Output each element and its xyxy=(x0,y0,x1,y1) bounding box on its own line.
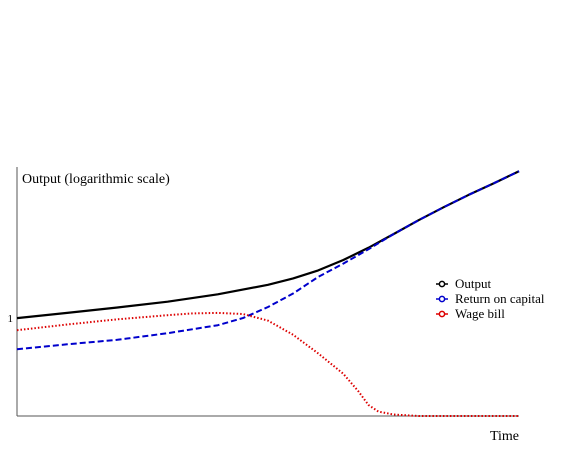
y-tick-label: 1 xyxy=(8,313,14,325)
series-line-wage-bill xyxy=(16,311,519,417)
legend-marker xyxy=(438,280,446,288)
legend-label: Output xyxy=(455,276,492,291)
axes xyxy=(16,167,519,417)
x-axis-label: Time xyxy=(490,429,519,444)
legend-label: Return on capital xyxy=(455,291,545,306)
series-line-output xyxy=(16,170,520,320)
series-line-return-on-capital xyxy=(16,170,520,351)
series-lines xyxy=(16,170,520,417)
legend-marker xyxy=(438,295,446,303)
y-axis-label: Output (logarithmic scale) xyxy=(22,172,170,187)
y-ticks: 1 xyxy=(8,313,14,325)
legend-marker xyxy=(438,310,446,318)
legend-label: Wage bill xyxy=(455,306,505,321)
